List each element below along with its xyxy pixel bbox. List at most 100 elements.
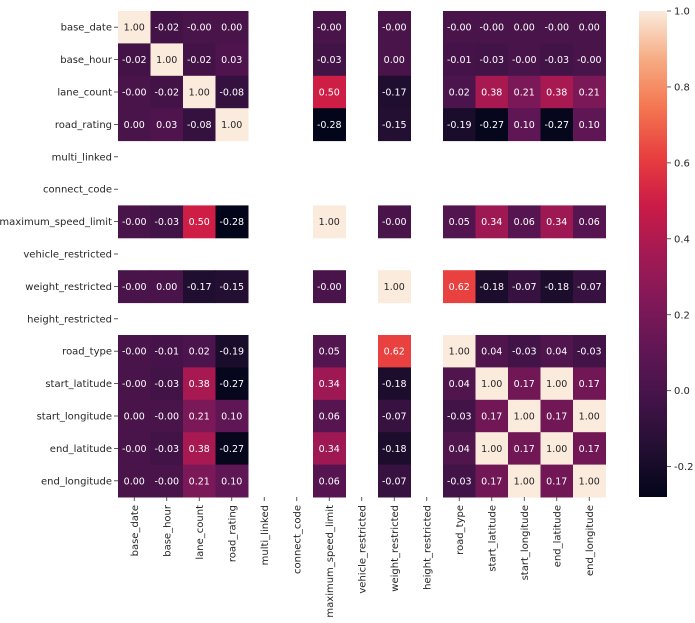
cell-end_longitude-base_date xyxy=(118,464,151,498)
cell-label-base_date-end_longitude: 0.00 xyxy=(579,23,600,34)
cell-label-weight_restricted-base_date: -0.00 xyxy=(122,282,147,293)
cell-label-lane_count-base_hour: -0.02 xyxy=(154,88,179,99)
cell-label-base_date-road_type: -0.00 xyxy=(447,23,472,34)
y-tick-label-weight_restricted: weight_restricted xyxy=(25,282,112,293)
cell-end_longitude-road_rating xyxy=(215,464,249,498)
cell-end_latitude-base_date xyxy=(118,432,151,466)
y-tick-label-lane_count: lane_count xyxy=(57,88,112,99)
cell-label-end_longitude-end_latitude: 0.17 xyxy=(546,476,567,487)
cell-label-base_date-start_longitude: 0.00 xyxy=(514,23,535,34)
cell-label-end_latitude-road_type: 0.04 xyxy=(449,444,470,455)
cell-road_rating-base_date xyxy=(118,108,151,142)
cell-end_latitude-start_latitude xyxy=(475,432,509,466)
cell-base_hour-end_longitude xyxy=(573,43,606,77)
cell-label-base_hour-base_hour: 1.00 xyxy=(156,55,177,66)
cell-label-road_rating-start_latitude: -0.27 xyxy=(479,120,504,131)
cell-end_longitude-weight_restricted xyxy=(378,464,411,498)
cell-label-lane_count-start_latitude: 0.38 xyxy=(481,88,502,99)
x-tick-label-lane_count: lane_count xyxy=(195,505,206,560)
cell-label-base_hour-lane_count: -0.02 xyxy=(187,55,212,66)
y-tick-label-road_type: road_type xyxy=(62,347,112,358)
cell-weight_restricted-lane_count xyxy=(183,270,216,304)
cell-road_type-lane_count xyxy=(183,335,216,368)
colorbar-gradient xyxy=(639,11,667,497)
cell-label-end_latitude-lane_count: 0.38 xyxy=(189,444,210,455)
cell-label-road_type-lane_count: 0.02 xyxy=(189,347,210,358)
cell-label-maximum_speed_limit-maximum_speed_limit: 1.00 xyxy=(319,217,340,228)
cell-lane_count-road_type xyxy=(443,75,476,109)
cell-road_type-road_rating xyxy=(215,335,249,368)
cell-base_hour-base_hour xyxy=(150,43,184,77)
x-tick-label-connect_code: connect_code xyxy=(292,505,303,574)
cell-label-start_latitude-start_latitude: 1.00 xyxy=(481,379,502,390)
cell-label-start_latitude-base_date: -0.00 xyxy=(122,379,147,390)
cell-start_longitude-road_rating xyxy=(215,399,249,433)
cell-maximum_speed_limit-end_latitude xyxy=(540,205,574,239)
cell-label-end_longitude-maximum_speed_limit: 0.06 xyxy=(319,476,340,487)
cell-base_hour-road_type xyxy=(443,43,476,77)
heatmap-cell-labels: 1.00 -0.02 -0.00 0.00 -0.00 -0.00 -0.00 -0.00 0.… xyxy=(122,23,602,488)
cell-label-end_latitude-start_latitude: 1.00 xyxy=(481,444,502,455)
cell-label-end_longitude-base_hour: -0.00 xyxy=(154,476,179,487)
cell-label-road_rating-road_type: -0.19 xyxy=(447,120,472,131)
cell-road_type-base_hour xyxy=(150,335,184,368)
colorbar-tick-label-2: 0.6 xyxy=(674,158,690,169)
x-tick-label-end_latitude: end_latitude xyxy=(552,505,563,567)
cell-label-lane_count-road_type: 0.02 xyxy=(449,88,470,99)
cell-end_longitude-lane_count xyxy=(183,464,216,498)
cell-start_longitude-road_type xyxy=(443,399,476,433)
cell-road_rating-base_hour xyxy=(150,108,184,142)
cell-start_latitude-end_longitude xyxy=(573,367,606,401)
cell-label-road_rating-end_longitude: 0.10 xyxy=(579,120,600,131)
y-tick-label-vehicle_restricted: vehicle_restricted xyxy=(23,250,112,261)
cell-label-start_longitude-end_latitude: 0.17 xyxy=(546,412,567,423)
cell-label-maximum_speed_limit-base_date: -0.00 xyxy=(122,217,147,228)
cell-label-road_type-base_date: -0.00 xyxy=(122,347,147,358)
colorbar: 1.0 0.8 0.6 0.4 0.2 0.0 -0.2 xyxy=(639,7,694,497)
x-tick-label-end_longitude: end_longitude xyxy=(585,505,596,576)
cell-start_latitude-start_latitude xyxy=(475,367,509,401)
cell-label-base_hour-road_type: -0.01 xyxy=(447,55,472,66)
cell-base_hour-end_latitude xyxy=(540,43,574,77)
cell-maximum_speed_limit-start_longitude xyxy=(508,205,541,239)
cell-base_date-base_date xyxy=(118,11,151,44)
cell-label-start_latitude-weight_restricted: -0.18 xyxy=(382,379,407,390)
cell-label-start_longitude-start_longitude: 1.00 xyxy=(514,412,535,423)
cell-road_rating-start_latitude xyxy=(475,108,509,142)
cell-base_hour-weight_restricted xyxy=(378,43,411,77)
cell-label-weight_restricted-base_hour: 0.00 xyxy=(156,282,177,293)
cell-road_rating-lane_count xyxy=(183,108,216,142)
cell-label-weight_restricted-start_latitude: -0.18 xyxy=(479,282,504,293)
cell-label-road_type-end_latitude: 0.04 xyxy=(546,347,567,358)
cell-label-end_latitude-weight_restricted: -0.18 xyxy=(382,444,407,455)
cell-label-start_longitude-lane_count: 0.21 xyxy=(189,412,210,423)
cell-road_type-start_longitude xyxy=(508,335,541,368)
cell-base_date-start_latitude xyxy=(475,11,509,44)
cell-road_type-base_date xyxy=(118,335,151,368)
cell-base_date-base_hour xyxy=(150,11,184,44)
y-tick-label-end_latitude: end_latitude xyxy=(50,444,112,455)
cell-label-end_longitude-base_date: 0.00 xyxy=(124,476,145,487)
cell-maximum_speed_limit-weight_restricted xyxy=(378,205,411,239)
cell-road_rating-start_longitude xyxy=(508,108,541,142)
cell-base_date-maximum_speed_limit xyxy=(313,11,346,44)
y-axis: base_date base_hour lane_count road_ratingm… xyxy=(0,23,118,487)
x-tick-label-vehicle_restricted: vehicle_restricted xyxy=(357,505,368,594)
cell-road_rating-weight_restricted xyxy=(378,108,411,142)
cell-base_date-lane_count xyxy=(183,11,216,44)
cell-end_latitude-road_type xyxy=(443,432,476,466)
cell-label-lane_count-road_rating: -0.08 xyxy=(219,88,244,99)
cell-label-start_latitude-end_longitude: 0.17 xyxy=(579,379,600,390)
cell-label-start_longitude-base_date: 0.00 xyxy=(124,412,145,423)
cell-weight_restricted-base_hour xyxy=(150,270,184,304)
cell-label-lane_count-lane_count: 1.00 xyxy=(189,88,210,99)
cell-label-start_latitude-road_type: 0.04 xyxy=(449,379,470,390)
cell-label-base_date-weight_restricted: -0.00 xyxy=(382,23,407,34)
cell-maximum_speed_limit-end_longitude xyxy=(573,205,606,239)
cell-label-end_latitude-end_latitude: 1.00 xyxy=(546,444,567,455)
cell-label-base_date-maximum_speed_limit: -0.00 xyxy=(317,23,342,34)
cell-start_longitude-end_longitude xyxy=(573,399,606,433)
colorbar-tick-label-1: 0.8 xyxy=(674,82,690,93)
cell-label-lane_count-maximum_speed_limit: 0.50 xyxy=(319,88,340,99)
